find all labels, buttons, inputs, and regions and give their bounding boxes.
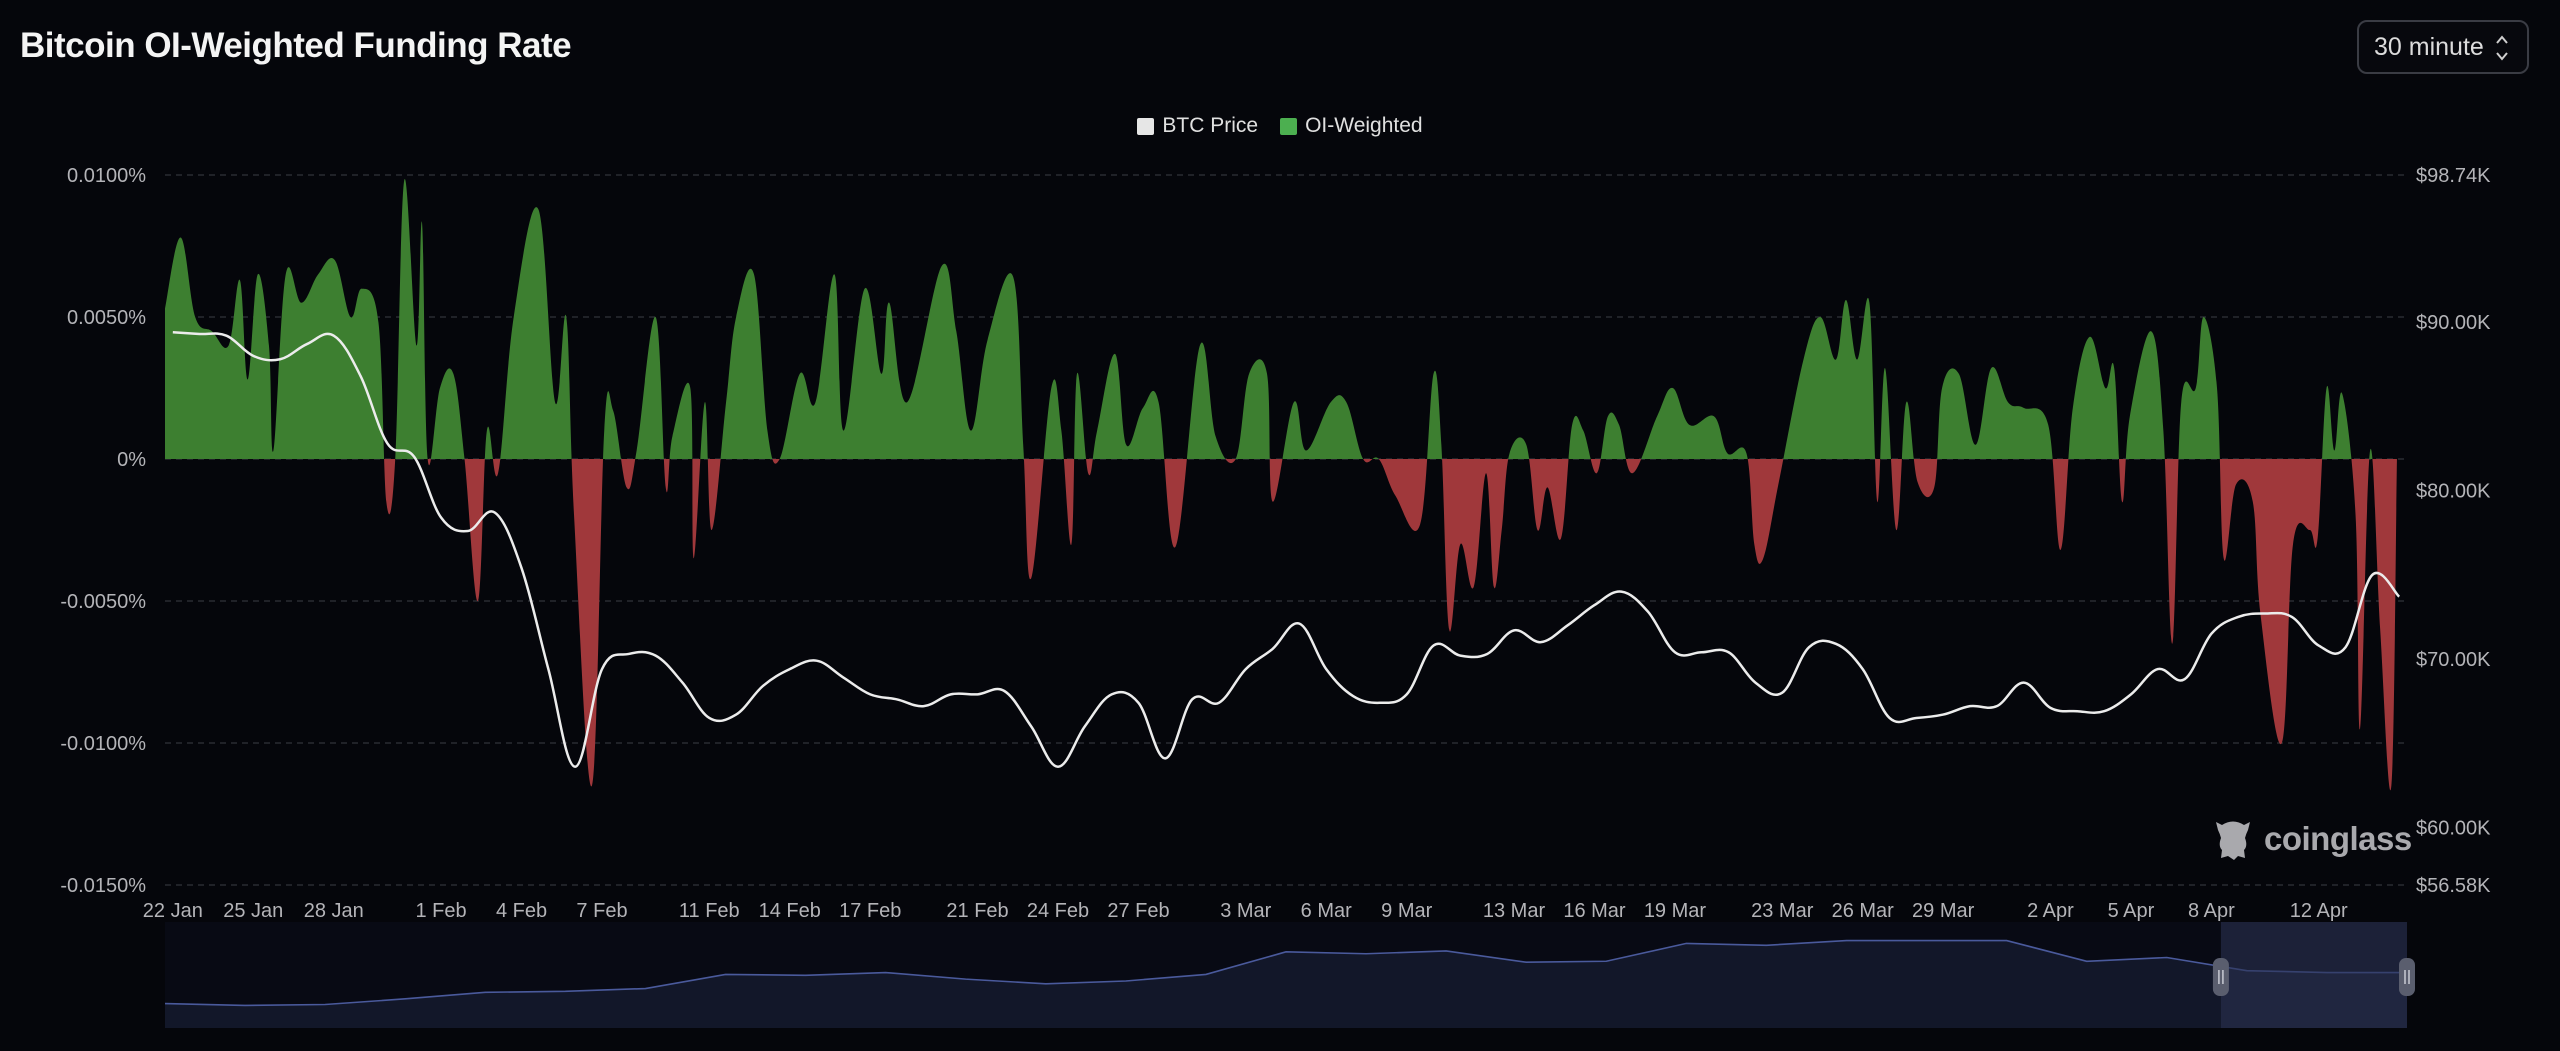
interval-select-value: 30 minute <box>2374 32 2484 61</box>
drag-handle-icon[interactable] <box>2212 958 2229 996</box>
navigator-line <box>164 939 2407 1007</box>
x-axis-tick-label: 27 Feb <box>1107 900 1169 922</box>
left-axis-tick-label: 0.0100% <box>67 165 146 187</box>
left-axis-tick-label: 0% <box>117 449 146 471</box>
x-axis-tick-label: 16 Mar <box>1563 900 1626 922</box>
plot-area <box>165 179 2401 791</box>
right-axis-tick-label: $90.00K <box>2416 312 2491 334</box>
right-axis-labels: $98.74K $90.00K $80.00K $70.00K $60.00K $56.5… <box>2416 165 2491 897</box>
navigator-area <box>165 940 2407 1028</box>
x-axis-tick-label: 26 Mar <box>1832 900 1895 922</box>
interval-select[interactable]: 30 minute <box>2357 20 2529 74</box>
left-axis-tick-label: 0.0050% <box>67 307 146 329</box>
range-navigator[interactable] <box>164 922 2415 1028</box>
right-axis-tick-label: $80.00K <box>2416 481 2491 503</box>
x-axis-tick-label: 9 Mar <box>1381 900 1432 922</box>
x-axis-tick-label: 3 Mar <box>1220 900 1271 922</box>
coinglass-watermark: coinglass <box>2212 816 2412 862</box>
x-axis-tick-label: 24 Feb <box>1027 900 1089 922</box>
legend-item-btc-price[interactable]: BTC Price <box>1137 114 1258 138</box>
oi-weighted-negative-area <box>165 459 2397 791</box>
btc-price-line <box>172 331 2401 769</box>
right-axis-tick-label: $70.00K <box>2416 649 2491 671</box>
watermark-text: coinglass <box>2264 820 2412 857</box>
x-axis-tick-label: 8 Apr <box>2188 900 2235 922</box>
x-axis-tick-label: 5 Apr <box>2108 900 2155 922</box>
x-axis-tick-label: 11 Feb <box>679 900 740 922</box>
up-down-chevron-icon <box>2496 35 2508 61</box>
left-axis-tick-label: -0.0150% <box>60 875 146 897</box>
navigator-selected-window[interactable] <box>2220 922 2407 1028</box>
x-axis-tick-label: 25 Jan <box>223 900 283 922</box>
left-axis-labels: 0.0100% 0.0050% 0% -0.0050% -0.0100% -0.0150% <box>60 165 146 897</box>
right-axis-tick-label: $98.74K <box>2416 165 2491 187</box>
x-axis-tick-label: 1 Feb <box>415 900 466 922</box>
x-axis-tick-label: 29 Mar <box>1912 900 1975 922</box>
drag-handle-icon[interactable] <box>2399 958 2415 996</box>
x-axis-tick-label: 17 Feb <box>839 900 901 922</box>
x-axis-tick-label: 23 Mar <box>1751 900 1814 922</box>
legend-swatch-oi-weighted <box>1280 117 1298 135</box>
left-axis-tick-label: -0.0050% <box>60 591 146 613</box>
x-axis-tick-label: 4 Feb <box>496 900 547 922</box>
legend-label-oi-weighted: OI-Weighted <box>1305 114 1423 137</box>
oi-weighted-positive-area <box>165 179 2397 459</box>
x-axis-labels: 22 Jan 25 Jan 28 Jan 1 Feb 4 Feb 7 Feb 11 Feb 1… <box>143 900 2348 922</box>
navigator-handle-left[interactable] <box>2212 958 2229 996</box>
grid-lines <box>165 174 2407 886</box>
x-axis-tick-label: 19 Mar <box>1644 900 1707 922</box>
chart-legend: BTC Price OI-Weighted <box>0 114 2560 138</box>
x-axis-tick-label: 13 Mar <box>1483 900 1546 922</box>
x-axis-tick-label: 12 Apr <box>2290 900 2348 922</box>
x-axis-tick-label: 14 Feb <box>759 900 821 922</box>
x-axis-tick-label: 22 Jan <box>143 900 203 922</box>
x-axis-tick-label: 21 Feb <box>946 900 1008 922</box>
coinglass-bull-logo-icon <box>2216 821 2250 860</box>
legend-swatch-btc-price <box>1137 117 1155 135</box>
left-axis-tick-label: -0.0100% <box>60 733 146 755</box>
x-axis-tick-label: 6 Mar <box>1301 900 1352 922</box>
right-axis-tick-label: $56.58K <box>2416 875 2491 897</box>
right-axis-tick-label: $60.00K <box>2416 817 2491 839</box>
x-axis-tick-label: 7 Feb <box>576 900 627 922</box>
navigator-handle-right[interactable] <box>2399 958 2415 996</box>
legend-item-oi-weighted[interactable]: OI-Weighted <box>1280 114 1423 138</box>
page-title: Bitcoin OI-Weighted Funding Rate <box>20 26 572 65</box>
x-axis-tick-label: 2 Apr <box>2027 900 2074 922</box>
legend-label-btc-price: BTC Price <box>1162 114 1259 137</box>
x-axis-tick-label: 28 Jan <box>304 900 364 922</box>
